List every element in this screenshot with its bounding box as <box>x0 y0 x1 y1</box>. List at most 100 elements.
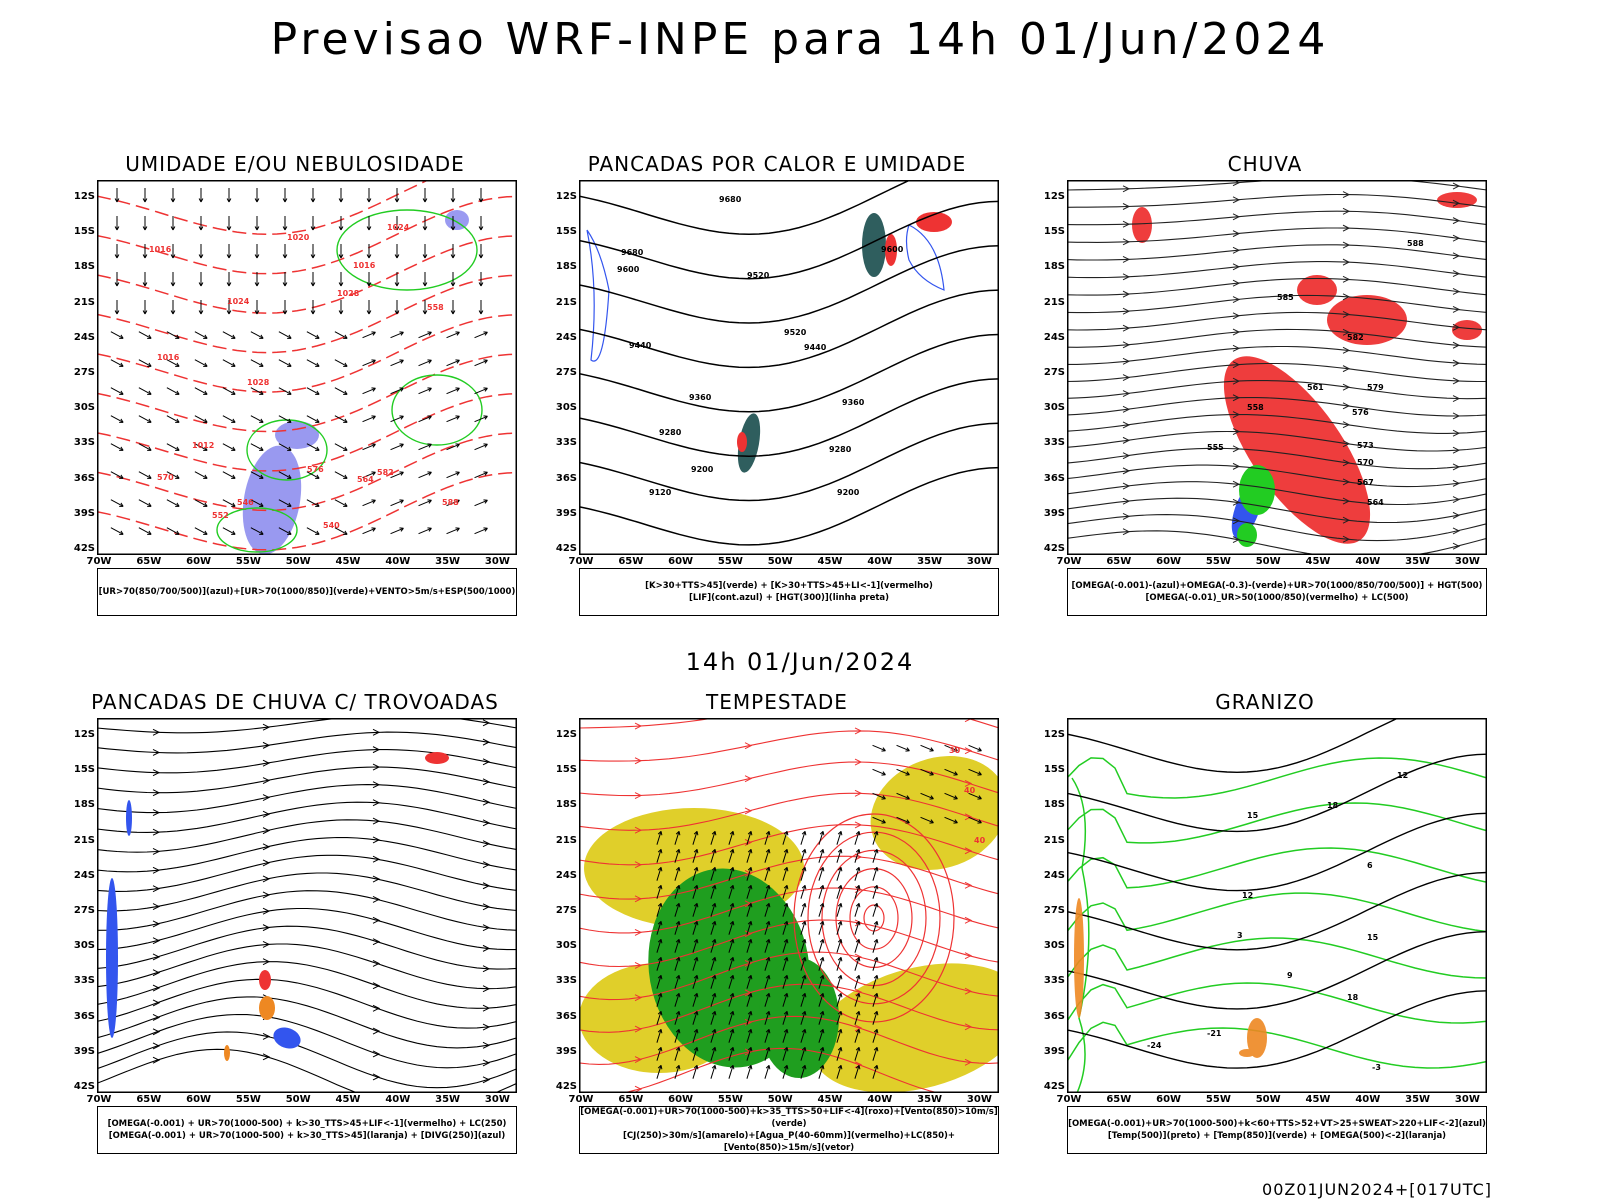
lat-tick-label: 12S <box>555 191 577 202</box>
shaded-area <box>1237 465 1275 547</box>
contour-label: -3 <box>1372 1063 1381 1072</box>
lon-tick-label: 50W <box>767 556 793 567</box>
lat-tick-label: 39S <box>1043 507 1065 519</box>
lat-tick-label: 42S <box>1043 1081 1065 1092</box>
contour-lines <box>1067 718 1487 1069</box>
lat-tick-label: 15S <box>555 764 577 776</box>
main-title: Previsao WRF-INPE para 14h 01/Jun/2024 <box>270 14 1330 65</box>
lon-tick-label: 45W <box>335 556 361 567</box>
map-canvas: 12 15 18 -21 -24 -3 12 15 18 3 6 9 <box>1067 718 1487 1093</box>
contour-label: -24 <box>1147 1041 1162 1050</box>
contour-label: 9200 <box>691 465 714 474</box>
contour-lines <box>97 180 517 551</box>
contour-label: 576 <box>307 465 324 474</box>
shaded-area <box>737 212 952 452</box>
lon-tick-label: 30W <box>1454 556 1480 567</box>
lon-tick-label: 60W <box>186 1094 212 1105</box>
lat-tick-label: 27S <box>73 367 95 378</box>
lon-tick-label: 40W <box>385 556 411 567</box>
contour-label: 30 <box>949 746 961 755</box>
lon-tick-label: 70W <box>1056 1094 1082 1105</box>
lon-tick-label: 45W <box>1305 1094 1331 1105</box>
contour-label: 9280 <box>829 445 852 454</box>
lat-tick-label: 24S <box>73 331 95 343</box>
contour-label: 1020 <box>287 233 310 242</box>
forecast-panel: PANCADAS DE CHUVA C/ TROVOADAS 12S 15S 18S 2… <box>65 690 525 1160</box>
panel-legend: [OMEGA(-0.001)-(azul)+OMEGA(-0.3)-(verde… <box>1067 568 1487 616</box>
contour-label: 1016 <box>157 353 180 362</box>
lat-tick-label: 18S <box>1043 261 1065 273</box>
forecast-panel: UMIDADE E/OU NEBULOSIDADE 1016 1016 1020 102… <box>65 152 525 622</box>
legend-line: [CJ(250)>30m/s](amarelo)+[Agua_P(40-60mm… <box>622 1131 956 1153</box>
lat-tick-label: 39S <box>73 1045 95 1057</box>
contour-label: 18 <box>1327 801 1339 810</box>
lat-tick-label: 39S <box>555 507 577 519</box>
wind-vectors <box>872 744 982 824</box>
lon-tick-label: 60W <box>1156 556 1182 567</box>
lon-tick-label: 50W <box>1255 556 1281 567</box>
lat-tick-label: 18S <box>73 261 95 273</box>
lat-tick-label: 24S <box>555 331 577 343</box>
shaded-area <box>737 213 886 473</box>
lon-tick-label: 40W <box>1355 1094 1381 1105</box>
legend-line: [OMEGA(-0.001) + UR>70(1000-500) + k>30_… <box>108 1131 506 1141</box>
lon-tick-label: 55W <box>1205 556 1231 567</box>
forecast-panel: GRANIZO 12 15 18 -21 -24 -3 12 15 18 3 6 9 12S 15S 18S 2… <box>1035 690 1495 1160</box>
shaded-area <box>242 210 469 555</box>
lat-tick-label: 33S <box>1043 975 1065 987</box>
contour-label: 570 <box>157 473 174 482</box>
contour-label: 564 <box>1367 498 1384 507</box>
streamlines <box>97 718 517 1093</box>
lat-tick-label: 24S <box>555 869 577 881</box>
contour-label: 9520 <box>784 328 807 337</box>
legend-line: [UR>70(850/700/500)](azul)+[UR>70(1000/8… <box>98 587 516 597</box>
contour-label: 579 <box>1367 383 1384 392</box>
lon-tick-label: 30W <box>484 556 510 567</box>
contour-label: 570 <box>1357 458 1374 467</box>
lon-tick-label: 40W <box>1355 556 1381 567</box>
lon-tick-label: 55W <box>717 556 743 567</box>
lon-tick-label: 60W <box>186 556 212 567</box>
lat-tick-label: 18S <box>555 261 577 273</box>
lon-tick-label: 65W <box>136 1094 162 1105</box>
contour-label: 561 <box>1307 383 1324 392</box>
contour-label: 1012 <box>192 441 214 450</box>
contour-label: 9 <box>1287 971 1293 980</box>
lat-tick-label: 15S <box>73 226 95 238</box>
contour-label: 15 <box>1367 933 1379 942</box>
shaded-area <box>224 996 275 1061</box>
contour-label: 9280 <box>659 428 682 437</box>
map-frame: 588 585 582 579 576 573 570 567 564 561 558 555 <box>1067 180 1487 555</box>
legend-line: [LIF](cont.azul) + [HGT(300)](linha pret… <box>688 593 890 603</box>
lat-tick-label: 12S <box>73 729 95 740</box>
panel-legend: [UR>70(850/700/500)](azul)+[UR>70(1000/8… <box>97 568 517 616</box>
contour-label: 9120 <box>649 488 672 497</box>
map-frame: 12 15 18 -21 -24 -3 12 15 18 3 6 9 <box>1067 718 1487 1093</box>
lon-tick-label: 35W <box>435 1094 461 1105</box>
lon-tick-label: 35W <box>1405 1094 1431 1105</box>
map-canvas: 588 585 582 579 576 573 570 567 564 561 558 555 <box>1067 180 1487 555</box>
panel-title: CHUVA <box>1227 152 1303 176</box>
lon-tick-label: 45W <box>817 556 843 567</box>
lon-tick-label: 40W <box>867 1094 893 1105</box>
contour-label: 582 <box>377 468 394 477</box>
lat-tick-label: 30S <box>73 940 95 952</box>
contour-label: -21 <box>1207 1029 1222 1038</box>
forecast-panel: CHUVA 588 585 582 579 576 573 570 567 564 561 558 55… <box>1035 152 1495 622</box>
contour-label: 6 <box>1367 861 1373 870</box>
lat-tick-label: 21S <box>73 296 95 308</box>
legend-line: [OMEGA(-0.001)+UR>70(1000-500)+k<60+TTS>… <box>1068 1119 1486 1129</box>
lat-tick-label: 12S <box>1043 729 1065 740</box>
lat-tick-label: 42S <box>555 543 577 554</box>
panel-legend: [OMEGA(-0.001)+UR>70(1000-500)+k>35_TTS>… <box>579 1106 999 1154</box>
lat-tick-label: 36S <box>555 1010 577 1022</box>
panel-title: PANCADAS DE CHUVA C/ TROVOADAS <box>91 690 499 714</box>
lon-tick-label: 50W <box>285 1094 311 1105</box>
lat-tick-label: 21S <box>555 834 577 846</box>
map-frame: 1016101610201020102410241028102810161012… <box>97 180 517 555</box>
map-canvas: 9680 9680 9600 9600 9520 9520 9440 9440 9360 9360… <box>579 180 999 555</box>
lon-tick-label: 35W <box>917 1094 943 1105</box>
lat-tick-label: 39S <box>73 507 95 519</box>
mid-forecast-time: 14h 01/Jun/2024 <box>685 648 915 676</box>
contour-label: 9680 <box>621 248 644 257</box>
